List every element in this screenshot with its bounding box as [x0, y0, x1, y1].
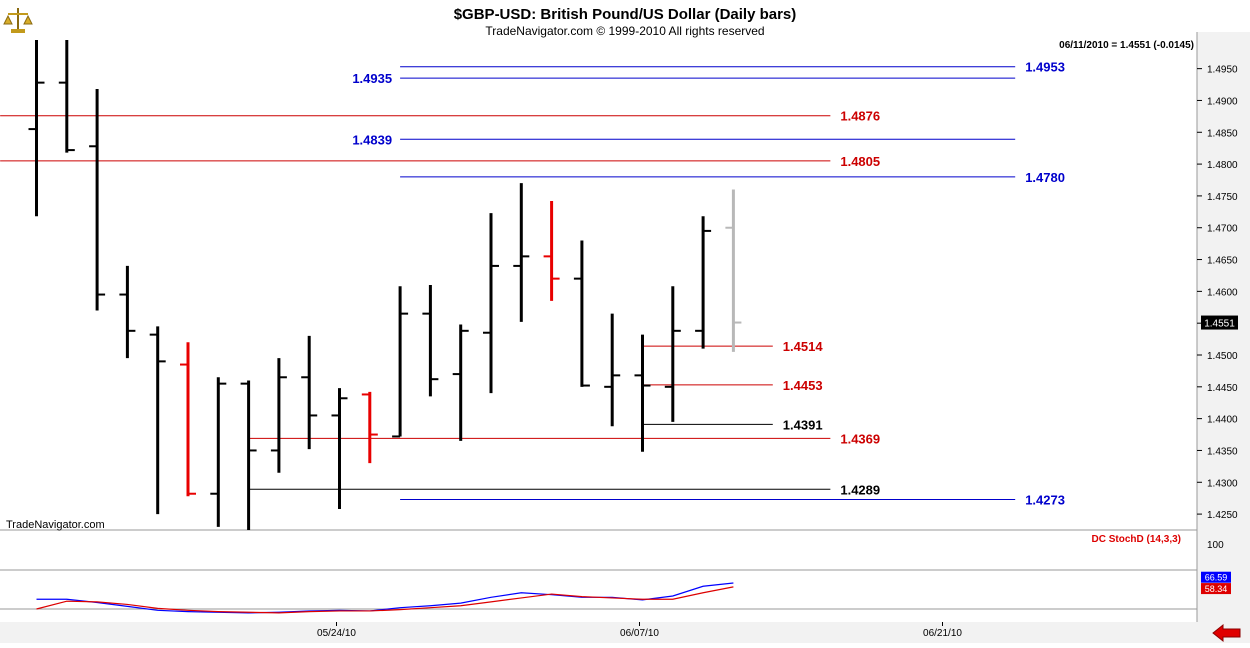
scales-logo-icon [3, 8, 33, 33]
level-label: 1.4391 [783, 417, 823, 432]
ohlc-bar [149, 326, 166, 515]
price-tick-label: 1.4450 [1207, 383, 1238, 394]
level-label: 1.4453 [783, 378, 823, 393]
date-tick-label: 05/24/10 [317, 628, 356, 639]
ohlc-bar [452, 324, 469, 441]
price-tick-label: 1.4350 [1207, 446, 1238, 457]
ohlc-bar [392, 286, 409, 438]
price-tag-label: 1.4551 [1204, 319, 1235, 330]
stoch-value-tag [1201, 571, 1231, 583]
ohlc-bar [89, 89, 106, 311]
level-label: 1.4805 [840, 154, 880, 169]
last-quote-label: 06/11/2010 = 1.4551 (-0.0145) [1059, 40, 1194, 51]
date-tick-label: 06/21/10 [923, 628, 962, 639]
price-tick-label: 1.4500 [1207, 351, 1238, 362]
price-tick-label: 1.4900 [1207, 96, 1238, 107]
level-label: 1.4273 [1025, 492, 1065, 507]
level-label: 1.4514 [783, 339, 824, 354]
ohlc-bar [361, 391, 378, 464]
ohlc-bar [543, 201, 560, 301]
price-tick-label: 1.4250 [1207, 510, 1238, 521]
price-tag-box [1201, 315, 1238, 330]
price-tick-label: 1.4300 [1207, 478, 1238, 489]
level-label: 1.4369 [840, 431, 880, 446]
ohlc-bar [58, 40, 75, 153]
ohlc-bar [634, 334, 651, 452]
ohlc-bar [513, 183, 530, 322]
level-label: 1.4289 [840, 482, 880, 497]
chart-title: $GBP-USD: British Pound/US Dollar (Daily… [454, 6, 797, 23]
ohlc-bar [604, 313, 621, 427]
stoch-tick-label: 100 [1207, 540, 1224, 551]
price-tick-label: 1.4600 [1207, 287, 1238, 298]
ohlc-bar [270, 358, 287, 473]
level-label: 1.4953 [1025, 60, 1065, 75]
stoch-value-label: 58.34 [1205, 584, 1228, 594]
ohlc-bar [240, 380, 257, 530]
ohlc-bars [28, 40, 742, 530]
price-tick-label: 1.4700 [1207, 224, 1238, 235]
level-label: 1.4876 [840, 109, 880, 124]
ohlc-bar [180, 342, 196, 497]
ohlc-bar [664, 286, 681, 422]
price-tick-label: 1.4650 [1207, 256, 1238, 267]
price-tick-label: 1.4800 [1207, 160, 1238, 171]
date-axis: 05/24/10 06/07/10 06/21/10 [317, 622, 962, 639]
level-label: 1.4839 [352, 132, 392, 147]
price-axis: 1.4250 1.4300 1.4350 1.4400 1.4450 1.4500 1.45… [1197, 65, 1238, 521]
stoch-value-label: 66.59 [1205, 573, 1228, 583]
price-tick-label: 1.4750 [1207, 192, 1238, 203]
chart-subtitle: TradeNavigator.com © 1999-2010 All right… [485, 24, 764, 38]
current-price-tag: 1.4551 [1201, 315, 1238, 330]
price-tick-label: 1.4950 [1207, 65, 1238, 76]
level-label: 1.4780 [1025, 170, 1065, 185]
date-axis-panel [0, 622, 1250, 643]
price-tick-label: 1.4400 [1207, 415, 1238, 426]
ohlc-bar [210, 377, 227, 527]
price-tick-label: 1.4850 [1207, 128, 1238, 139]
ohlc-bar [331, 388, 348, 509]
level-label: 1.4935 [352, 71, 392, 86]
ohlc-bar [483, 213, 499, 394]
red-arrow-left-icon[interactable] [1212, 623, 1241, 643]
ohlc-bar [573, 240, 590, 387]
stoch-value-tag [1201, 583, 1231, 595]
stoch-legend: DC StochD (14,3,3) [1092, 534, 1181, 545]
ohlc-bar [28, 40, 45, 217]
support-resistance-levels: 1.4953 1.4935 1.4876 1.4839 1.4805 1.4780 1.45… [0, 60, 1065, 507]
ohlc-bar [119, 265, 136, 359]
date-tick-label: 06/07/10 [620, 628, 659, 639]
stoch-series-line [36, 586, 734, 614]
ohlc-bar [301, 335, 318, 450]
price-axis-panel [1197, 32, 1250, 643]
ohlc-bar [725, 189, 742, 352]
watermark-label: TradeNavigator.com [6, 519, 105, 531]
ohlc-bar [695, 216, 712, 349]
ohlc-bar [422, 285, 439, 397]
